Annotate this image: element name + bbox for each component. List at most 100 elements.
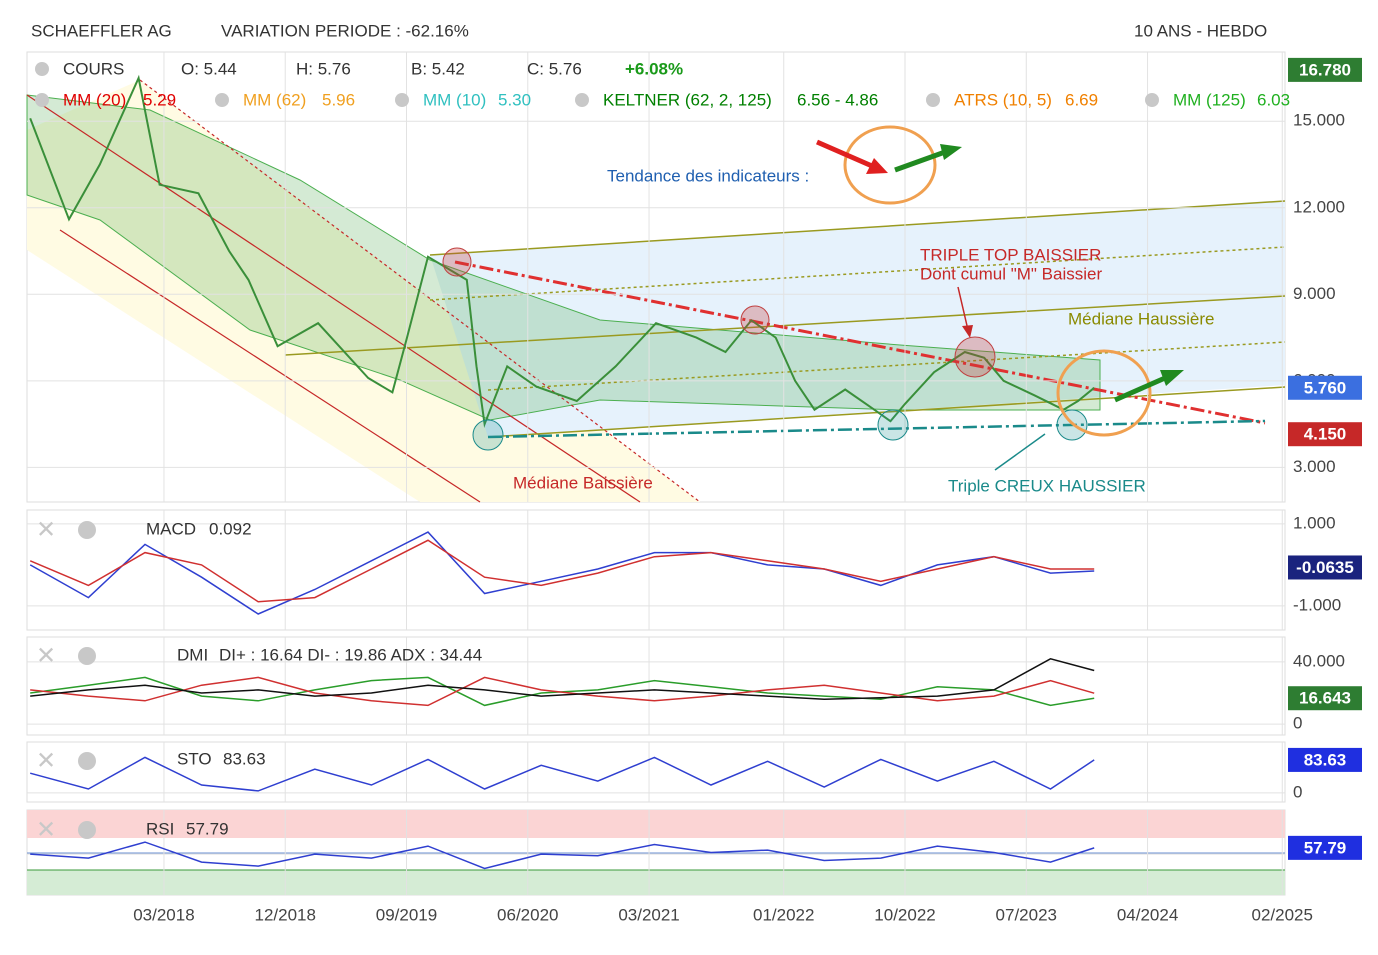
bottom-marker <box>472 419 504 451</box>
close-icon[interactable]: ✕ <box>36 816 56 843</box>
series-line <box>30 676 1095 707</box>
panel-readout: DI+ : 16.64 DI- : 19.86 ADX : 34.44 <box>219 645 482 664</box>
indicator-name: MM (20) <box>63 90 126 109</box>
x-tick-label: 12/2018 <box>255 905 316 924</box>
series-line <box>29 531 1095 615</box>
bottom-marker <box>877 409 909 441</box>
gear-icon[interactable] <box>78 821 96 839</box>
annotation: Médiane Haussière <box>1068 309 1214 328</box>
indicator-value: 6.69 <box>1065 90 1098 109</box>
dmi-panel <box>26 636 1286 736</box>
series-line <box>29 74 1095 429</box>
indicator-value: 5.96 <box>322 90 355 109</box>
channel-line <box>59 229 481 503</box>
annotation: Médiane Baissière <box>513 473 653 492</box>
value-badge-label: 16.780 <box>1299 60 1351 79</box>
annotation: TRIPLE TOP BAISSIER <box>920 245 1101 264</box>
arrow <box>1113 375 1167 403</box>
gear-icon[interactable] <box>215 93 229 107</box>
value-badge <box>1288 686 1362 711</box>
panel-title: MACD <box>146 519 196 538</box>
y-tick-label: 1.000 <box>1293 513 1336 532</box>
gear-icon[interactable] <box>395 93 409 107</box>
panel-title: STO <box>177 749 212 768</box>
value-badge-label: 5.760 <box>1304 378 1347 397</box>
series-line <box>29 539 1095 603</box>
value-badge-label: 16.643 <box>1299 689 1351 708</box>
y-tick-label: 15.000 <box>1293 111 1345 130</box>
gear-icon[interactable] <box>78 647 96 665</box>
variation: VARIATION PERIODE : -62.16% <box>221 21 469 40</box>
indicator-value: 5.29 <box>143 90 176 109</box>
value-badge <box>1288 422 1362 447</box>
x-tick-label: 09/2019 <box>376 905 437 924</box>
trend-circle <box>1056 349 1152 437</box>
annotation: Dont cumul "M" Baissier <box>920 264 1102 283</box>
panel-readout: 57.79 <box>186 819 229 838</box>
x-tick-label: 04/2024 <box>1117 905 1178 924</box>
value-badge <box>1288 555 1362 580</box>
annotation: Triple CREUX HAUSSIER <box>948 476 1146 495</box>
ohlc: O: 5.44 <box>181 59 237 78</box>
legend: COURS O: 5.44 H: 5.76 B: 5.42 C: 5.76 +6… <box>35 59 1290 109</box>
channel-line <box>429 200 1286 256</box>
value-badge-label: -0.0635 <box>1296 558 1354 577</box>
top-marker <box>954 336 996 378</box>
ohlc: B: 5.42 <box>411 59 465 78</box>
value-badge-label: 57.79 <box>1304 838 1347 857</box>
indicator-name: MM (62) <box>243 90 306 109</box>
indicator-value: 6.03 <box>1257 90 1290 109</box>
value-badge-label: 4.150 <box>1304 425 1347 444</box>
value-badge-label: 83.63 <box>1304 750 1347 769</box>
oversold-zone <box>27 870 1285 895</box>
channel-line <box>284 295 1286 356</box>
ascending-channel <box>430 200 1285 437</box>
gear-icon[interactable] <box>926 93 940 107</box>
series-line <box>30 756 1095 792</box>
change: +6.08% <box>625 59 683 78</box>
gear-icon[interactable] <box>575 93 589 107</box>
gear-icon[interactable] <box>35 93 49 107</box>
indicator-value: 6.56 - 4.86 <box>797 90 878 109</box>
x-tick-label: 03/2021 <box>618 905 679 924</box>
gear-icon[interactable] <box>78 752 96 770</box>
series-line <box>30 676 1095 707</box>
gear-icon[interactable] <box>1145 93 1159 107</box>
resistance-line <box>454 260 1266 425</box>
y-tick-label: 12.000 <box>1293 197 1345 216</box>
gear-icon[interactable] <box>35 62 49 76</box>
keltner-band <box>26 94 1101 421</box>
y-tick-label: 0 <box>1293 782 1302 801</box>
ascending-lines <box>284 200 1286 438</box>
y-tick-label: -1.000 <box>1293 595 1341 614</box>
panel-readout: 83.63 <box>223 749 266 768</box>
y-tick-label: 9.000 <box>1293 284 1336 303</box>
y-tick-label: 3.000 <box>1293 457 1336 476</box>
series-line <box>30 841 1095 870</box>
indicator-name: KELTNER (62, 2, 125) <box>603 90 772 109</box>
close-icon[interactable]: ✕ <box>36 516 56 543</box>
panel-title: DMI <box>177 645 208 664</box>
top-marker <box>442 247 472 277</box>
overbought-zone <box>27 810 1285 838</box>
trend-circle <box>843 125 937 205</box>
gear-icon[interactable] <box>78 521 96 539</box>
value-badge <box>1288 835 1362 860</box>
arrow <box>816 139 873 169</box>
arrow <box>894 149 946 173</box>
close-icon[interactable]: ✕ <box>36 747 56 774</box>
value-badge <box>1288 747 1362 772</box>
indicator-name: MM (10) <box>423 90 486 109</box>
highlights <box>442 125 1184 471</box>
value-badge <box>1288 375 1362 400</box>
support-line <box>487 419 1266 439</box>
stock-name: SCHAEFFLER AG <box>31 21 172 40</box>
panel-title: RSI <box>146 819 174 838</box>
indicator-name: MM (125) <box>1173 90 1246 109</box>
period: 10 ANS - HEBDO <box>1134 21 1267 40</box>
y-tick-label: 0 <box>1293 714 1302 733</box>
close-icon[interactable]: ✕ <box>36 642 56 669</box>
annotation: Tendance des indicateurs : <box>607 166 809 185</box>
plot: 3.0006.0009.00012.00015.00016.7805.7604.… <box>27 52 1362 924</box>
arrow <box>957 286 969 331</box>
